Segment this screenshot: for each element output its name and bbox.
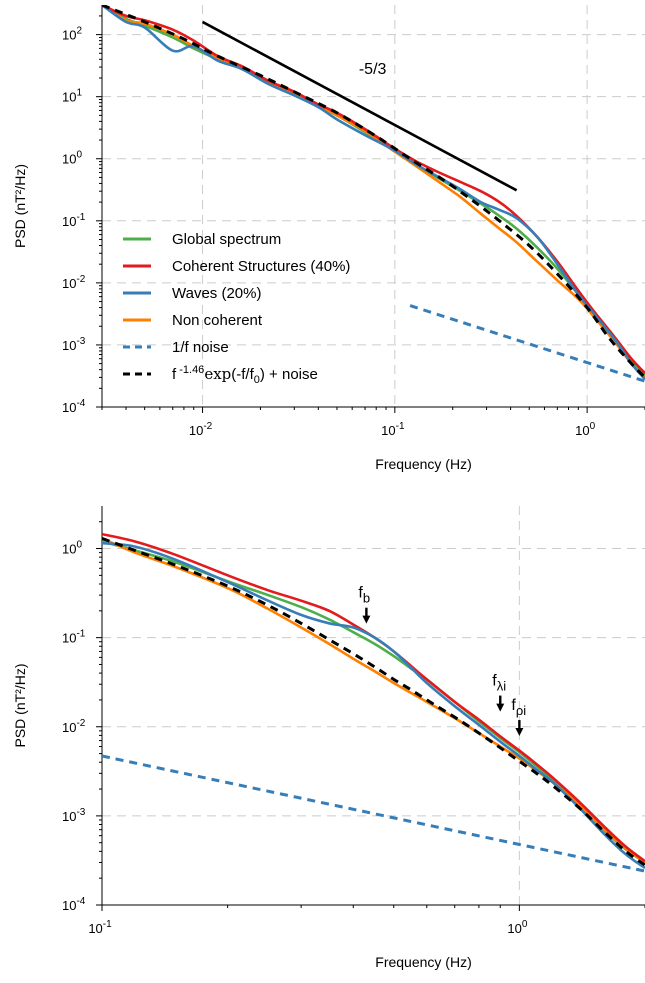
y-tick-label: 101: [62, 88, 82, 105]
legend-fit-part: exp: [204, 365, 231, 383]
y-tick-label: 100: [62, 540, 82, 557]
series-line-1-f-noise: [409, 304, 645, 383]
annotation-label: fρi: [511, 697, 526, 718]
y-axis-title: PSD (nT²/Hz): [12, 664, 28, 748]
y-tick-label: 10-4: [62, 896, 86, 913]
series-line-f-1-46-exp-f-f0-noise: [102, 536, 645, 867]
series-line-waves-20: [102, 541, 645, 870]
x-tick-label-exp: 0: [522, 919, 528, 930]
x-tick-label-base: 10: [507, 921, 521, 936]
x-tick-label: 10-1: [381, 421, 405, 438]
y-tick-label: 10-3: [62, 807, 86, 824]
legend-label: Coherent Structures (40%): [172, 258, 350, 275]
y-tick-label: 10-1: [62, 212, 86, 229]
plot-area: [102, 532, 645, 873]
plot-area: [102, 5, 645, 383]
annotation-main: f: [511, 697, 516, 714]
legend-label: Non coherent: [172, 312, 263, 329]
annotation-marker: fρi: [511, 697, 526, 737]
annotation-sub: λi: [497, 679, 507, 694]
legend-fit-part: (-f/f: [231, 366, 254, 383]
legend-fit-part: -1.46: [176, 364, 204, 376]
annotation-arrow-head: [496, 703, 505, 712]
x-axis-title: Frequency (Hz): [375, 456, 471, 472]
y-tick-label-base: 10: [62, 542, 76, 557]
legend-fit-part: 0: [254, 374, 260, 386]
annotation-arrow-head: [362, 615, 371, 624]
y-tick-label-base: 10: [62, 276, 76, 291]
annotation-label: fλi: [492, 673, 506, 694]
annotation-label: fb: [358, 585, 370, 606]
x-tick-label: 100: [507, 919, 527, 936]
y-tick-label-exp: -1: [76, 212, 85, 223]
slope-reference-line: [201, 20, 518, 192]
y-tick-label-exp: -2: [76, 718, 85, 729]
series-line-1-f-noise: [102, 754, 645, 873]
annotation-main: f: [358, 585, 363, 602]
y-tick-label-base: 10: [62, 898, 76, 913]
y-tick-label-base: 10: [62, 152, 76, 167]
x-tick-label-exp: -2: [203, 421, 212, 432]
y-tick-label: 10-3: [62, 336, 86, 353]
y-tick-label-exp: -3: [76, 807, 85, 818]
y-tick-label: 102: [62, 26, 82, 43]
y-tick-label-exp: 1: [76, 88, 82, 99]
annotation-marker: fλi: [492, 673, 506, 712]
y-tick-label-exp: -4: [76, 398, 85, 409]
y-tick-label-base: 10: [62, 400, 76, 415]
legend-label: 1/f noise: [172, 339, 229, 356]
y-tick-label-exp: -1: [76, 629, 85, 640]
x-tick-label: 100: [575, 421, 595, 438]
y-tick-label-exp: 0: [76, 150, 82, 161]
slope-label: -5/3: [359, 61, 387, 78]
y-tick-label: 10-2: [62, 718, 86, 735]
y-tick-label-base: 10: [62, 809, 76, 824]
x-tick-label-base: 10: [88, 921, 102, 936]
y-tick-label-exp: -3: [76, 336, 85, 347]
x-axis-title: Frequency (Hz): [375, 954, 471, 970]
annotation-main: f: [492, 673, 497, 690]
y-tick-label-base: 10: [62, 338, 76, 353]
legend-label: Waves (20%): [172, 285, 261, 302]
series-line-global-spectrum: [102, 540, 645, 864]
y-tick-label: 10-2: [62, 274, 86, 291]
series-line-f-1-46-exp-f-f0-noise: [102, 5, 645, 379]
x-tick-label-exp: -1: [396, 421, 405, 432]
series-line-non-coherent: [102, 537, 645, 864]
x-tick-label-exp: -1: [103, 919, 112, 930]
series-line-coherent-structures-40: [102, 532, 645, 863]
legend-fit-part: f: [172, 366, 177, 383]
y-tick-label-base: 10: [62, 28, 76, 43]
legend: Global spectrum Coherent Structures (40%)…: [123, 231, 350, 386]
legend-label: Global spectrum: [172, 231, 281, 248]
y-tick-label-exp: -2: [76, 274, 85, 285]
annotation-arrow-head: [515, 728, 524, 737]
y-tick-label: 100: [62, 150, 82, 167]
legend-label-fit: f -1.46exp(-f/f0) + noise: [172, 364, 318, 386]
x-tick-label-base: 10: [189, 423, 203, 438]
y-tick-label-exp: 0: [76, 540, 82, 551]
y-tick-label-base: 10: [62, 631, 76, 646]
y-tick-label-base: 10: [62, 720, 76, 735]
y-axis-title: PSD (nT²/Hz): [12, 164, 28, 248]
y-tick-label-exp: -4: [76, 896, 85, 907]
x-tick-label-exp: 0: [590, 421, 596, 432]
x-tick-label-base: 10: [575, 423, 589, 438]
gridlines: [102, 5, 645, 408]
y-tick-label: 10-4: [62, 398, 86, 415]
legend-fit-part: ) + noise: [260, 366, 318, 383]
annotation-sub: ρi: [516, 703, 526, 718]
x-tick-label: 10-1: [88, 919, 112, 936]
y-tick-label-base: 10: [62, 90, 76, 105]
x-tick-label-base: 10: [381, 423, 395, 438]
y-tick-label-base: 10: [62, 214, 76, 229]
y-tick-label: 10-1: [62, 629, 86, 646]
y-tick-label-exp: 2: [76, 26, 82, 37]
x-tick-label: 10-2: [189, 421, 213, 438]
annotation-marker: fb: [358, 585, 371, 624]
annotation-sub: b: [363, 591, 370, 606]
